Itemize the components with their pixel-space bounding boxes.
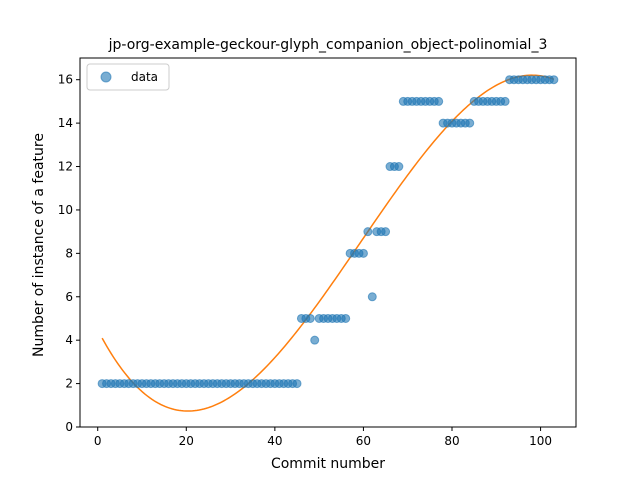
y-tick-label: 12	[58, 160, 73, 174]
y-tick-label: 4	[65, 333, 73, 347]
y-tick-label: 16	[58, 73, 73, 87]
x-axis-ticks: 0 20 40 60 80 100	[94, 427, 552, 448]
data-point	[363, 227, 373, 237]
data-point	[310, 335, 320, 345]
x-axis-label: Commit number	[271, 456, 385, 472]
x-tick-label: 20	[179, 434, 194, 448]
legend-frame	[86, 63, 170, 91]
chart-title: jp-org-example-geckour-glyph_companion_o…	[108, 37, 548, 53]
data-point	[292, 379, 302, 389]
y-tick-label: 14	[58, 116, 73, 130]
legend-label-data: data	[131, 70, 158, 84]
data-point	[305, 313, 315, 323]
y-tick-label: 10	[58, 203, 73, 217]
legend-marker-data	[100, 71, 112, 83]
y-axis-label: Number of instance of a feature	[31, 133, 47, 357]
y-axis-ticks: 0 2 4 6 8 10 12 14 16	[58, 73, 80, 434]
y-tick-label: 6	[65, 290, 73, 304]
data-point	[434, 96, 444, 106]
x-tick-label: 40	[267, 434, 282, 448]
data-point	[465, 118, 475, 128]
axes-frame	[79, 57, 577, 428]
data-point	[394, 162, 404, 172]
data-point	[341, 313, 351, 323]
data-point	[500, 96, 510, 106]
plot-area	[79, 57, 577, 428]
data-point	[358, 248, 368, 258]
x-tick-label: 100	[529, 434, 552, 448]
x-tick-label: 0	[94, 434, 102, 448]
x-tick-label: 60	[356, 434, 371, 448]
data-point	[549, 75, 559, 85]
y-tick-label: 0	[65, 420, 73, 434]
data-point	[381, 227, 391, 237]
y-tick-label: 8	[65, 246, 73, 260]
y-tick-label: 2	[65, 377, 73, 391]
fit-line	[101, 74, 555, 412]
legend: data	[86, 63, 170, 91]
x-tick-label: 80	[444, 434, 459, 448]
data-point	[367, 292, 377, 302]
